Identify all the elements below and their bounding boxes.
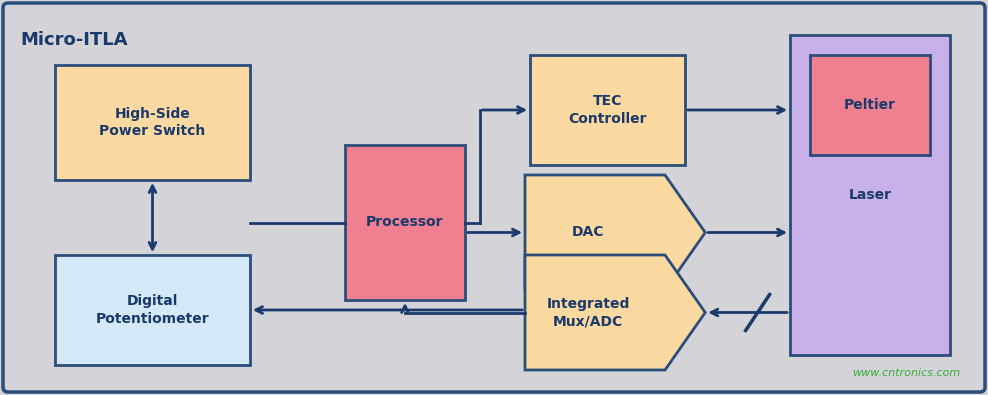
FancyBboxPatch shape	[3, 3, 985, 392]
FancyBboxPatch shape	[790, 35, 950, 355]
Text: DAC: DAC	[572, 226, 605, 239]
FancyBboxPatch shape	[530, 55, 685, 165]
Text: Peltier: Peltier	[844, 98, 896, 112]
Text: Micro-ITLA: Micro-ITLA	[20, 31, 127, 49]
FancyBboxPatch shape	[55, 65, 250, 180]
Polygon shape	[525, 255, 705, 370]
FancyBboxPatch shape	[55, 255, 250, 365]
Text: TEC
Controller: TEC Controller	[568, 94, 647, 126]
Text: www.cntronics.com: www.cntronics.com	[852, 368, 960, 378]
Text: Digital
Potentiometer: Digital Potentiometer	[96, 294, 209, 325]
Text: High-Side
Power Switch: High-Side Power Switch	[100, 107, 206, 138]
Text: Integrated
Mux/ADC: Integrated Mux/ADC	[546, 297, 629, 328]
Polygon shape	[525, 175, 705, 290]
FancyBboxPatch shape	[345, 145, 465, 300]
Text: Processor: Processor	[367, 216, 444, 229]
FancyBboxPatch shape	[810, 55, 930, 155]
Text: Laser: Laser	[849, 188, 891, 202]
